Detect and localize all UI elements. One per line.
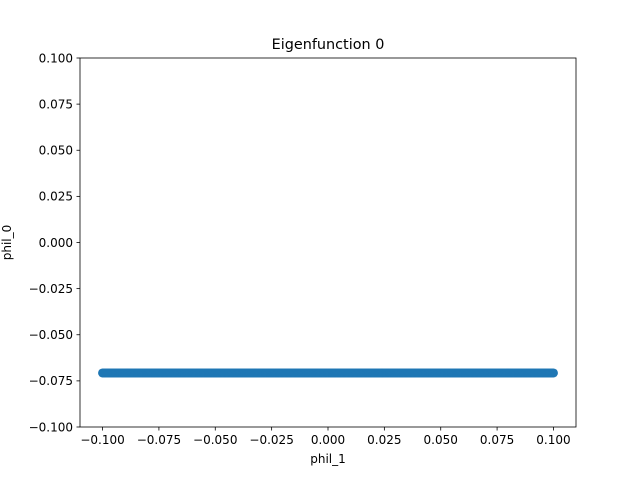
- scatter-point: [548, 368, 558, 378]
- x-axis-label: phil_1: [310, 452, 346, 466]
- y-tick-label: 0.000: [39, 236, 73, 250]
- x-tick-label: −0.100: [80, 433, 124, 447]
- x-tick-label: 0.000: [311, 433, 345, 447]
- y-tick-label: 0.050: [39, 144, 73, 158]
- x-tick-label: 0.025: [367, 433, 401, 447]
- x-tick-label: 0.075: [480, 433, 514, 447]
- y-tick-label: −0.025: [29, 282, 73, 296]
- chart-title: Eigenfunction 0: [272, 37, 385, 53]
- y-tick-label: −0.100: [29, 420, 73, 434]
- x-tick-label: −0.025: [249, 433, 293, 447]
- x-tick-label: 0.050: [424, 433, 458, 447]
- x-tick-label: −0.050: [193, 433, 237, 447]
- x-tick-label: 0.100: [536, 433, 570, 447]
- y-axis-ticks: −0.100 −0.075 −0.050 −0.025 0.000 0.025 0.050 0…: [29, 51, 80, 434]
- y-tick-label: −0.050: [29, 328, 73, 342]
- y-tick-label: 0.025: [39, 190, 73, 204]
- scatter-points: [98, 368, 558, 378]
- x-tick-label: −0.075: [137, 433, 181, 447]
- x-axis-ticks: −0.100 −0.075 −0.050 −0.025 0.000 0.025 0.050 0…: [80, 427, 571, 447]
- y-tick-label: 0.075: [39, 97, 73, 111]
- y-axis-label: phil_0: [0, 225, 14, 261]
- y-tick-label: 0.100: [39, 51, 73, 65]
- y-tick-label: −0.075: [29, 374, 73, 388]
- plot-area-frame: [79, 57, 577, 428]
